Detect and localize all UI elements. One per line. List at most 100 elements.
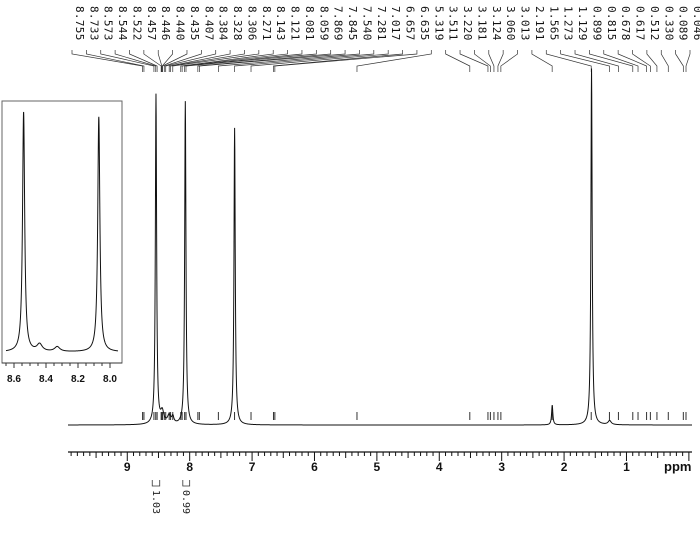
peak-leader-line: [172, 50, 260, 72]
peak-leader-line: [197, 50, 332, 72]
peak-leader-line: [500, 50, 518, 72]
peak-leader-line: [273, 50, 403, 72]
peak-leader-line: [168, 50, 231, 72]
peak-leader-line: [250, 50, 389, 72]
peak-label: 8.522: [130, 6, 143, 41]
peak-leader-line: [185, 50, 317, 72]
peak-label: 8.573: [102, 6, 115, 41]
peak-leader-line: [86, 50, 145, 72]
peak-label: 8.081: [303, 6, 316, 41]
peak-leader-line: [545, 50, 592, 72]
peak-label: 8.407: [202, 6, 215, 41]
x-axis: 9 8 7 6 5 4 3 2 1: [70, 452, 690, 474]
peak-label: 8.755: [73, 6, 86, 41]
peak-leader-line: [660, 50, 669, 72]
peak-label: 8.384: [217, 6, 230, 41]
peak-label: 8.306: [245, 6, 258, 41]
x-tick-label: 5: [374, 460, 381, 474]
peak-leader-line: [603, 50, 639, 72]
peak-leader-line: [274, 50, 418, 72]
peak-leader-line: [184, 50, 303, 72]
peak-label-group: 8.755 8.733 8.573 8.544 8.522 8.457 8.446 8.440…: [73, 6, 700, 41]
inset-tick-label: 8.2: [71, 374, 85, 385]
peak-leader-line: [199, 50, 346, 72]
peak-label: 7.869: [332, 6, 345, 41]
integral-bracket: [151, 480, 161, 487]
x-axis-unit-label: ppm: [664, 459, 691, 474]
peak-leader-line: [574, 50, 619, 72]
peak-label: 3.181: [475, 6, 488, 41]
peak-label: 3.060: [504, 6, 517, 41]
peak-leader-line: [617, 50, 647, 72]
peak-label: 3.220: [461, 6, 474, 41]
peak-label: 0.899: [590, 6, 603, 41]
peak-leader-line: [162, 50, 188, 72]
peak-label: 0.617: [634, 6, 647, 41]
peak-label: 8.733: [87, 6, 100, 41]
inset-tick-label: 8.6: [7, 374, 21, 385]
peak-label: 7.540: [360, 6, 373, 41]
integral-value: 0.99: [180, 490, 191, 514]
peak-label: 8.457: [145, 6, 158, 41]
integral-labels: 1.03 0.99: [150, 480, 191, 514]
peak-leader-line: [646, 50, 658, 72]
peak-leader-line: [459, 50, 489, 72]
peak-leader-line: [114, 50, 157, 72]
peak-label: 8.440: [174, 6, 187, 41]
peak-leader-line: [445, 50, 471, 72]
peak-leader-line: [100, 50, 155, 72]
peak-leader-line: [497, 50, 504, 72]
x-tick-label: 8: [186, 460, 193, 474]
peak-label: 7.017: [389, 6, 402, 41]
peak-label: 1.565: [547, 6, 560, 41]
peak-label: 0.089: [677, 6, 690, 41]
peak-leader-line: [157, 50, 163, 72]
peak-leader-line: [632, 50, 651, 72]
peak-leader-line: [161, 50, 173, 72]
inset-plot: 8.6 8.4 8.2 8.0: [1, 100, 123, 385]
peak-label: 7.281: [375, 6, 388, 41]
peak-leader-line: [474, 50, 491, 72]
peak-label: 8.328: [231, 6, 244, 41]
peak-leader-line: [71, 50, 143, 72]
peak-label: 8.435: [188, 6, 201, 41]
x-tick-label: 1: [623, 460, 630, 474]
peak-label: 2.191: [533, 6, 546, 41]
peak-marker-ticks: [142, 412, 687, 420]
peak-leader-line: [589, 50, 634, 72]
x-tick-label: 9: [124, 460, 131, 474]
peak-leader-line: [143, 50, 162, 72]
peak-label: 8.544: [116, 6, 129, 41]
main-plot: 9 8 7 6 5 4 3 2 1 ppm 1.03 0.99: [68, 68, 692, 514]
peak-label: 8.446: [159, 6, 172, 41]
peak-label: 5.319: [432, 6, 445, 41]
x-tick-label: 2: [561, 460, 568, 474]
peak-leader-line: [356, 50, 432, 72]
peak-leader-line: [685, 50, 691, 72]
peak-label: 1.129: [576, 6, 589, 41]
peak-leader-line: [531, 50, 553, 72]
peak-label: 0.046: [691, 6, 700, 41]
peak-leader-line: [560, 50, 610, 72]
peak-label: 0.512: [648, 6, 661, 41]
peak-leader-line: [181, 50, 288, 72]
peak-label: 8.143: [274, 6, 287, 41]
peak-label: 6.635: [418, 6, 431, 41]
peak-label: 3.124: [490, 6, 503, 41]
x-tick-label: 4: [436, 460, 443, 474]
peak-label: 0.330: [662, 6, 675, 41]
peak-label: 8.059: [317, 6, 330, 41]
peak-leader-line: [129, 50, 158, 72]
peak-leader-line: [675, 50, 684, 72]
peak-leader-line: [165, 50, 217, 72]
peak-leader-lines: [71, 50, 691, 72]
peak-label: 8.271: [260, 6, 273, 41]
peak-label: 1.273: [562, 6, 575, 41]
peak-leader-line: [234, 50, 375, 72]
peak-leader-line: [163, 50, 202, 72]
peak-leader-line: [218, 50, 360, 72]
inset-tick-label: 8.0: [103, 374, 117, 385]
x-tick-label: 7: [249, 460, 256, 474]
integral-value: 1.03: [150, 490, 161, 514]
